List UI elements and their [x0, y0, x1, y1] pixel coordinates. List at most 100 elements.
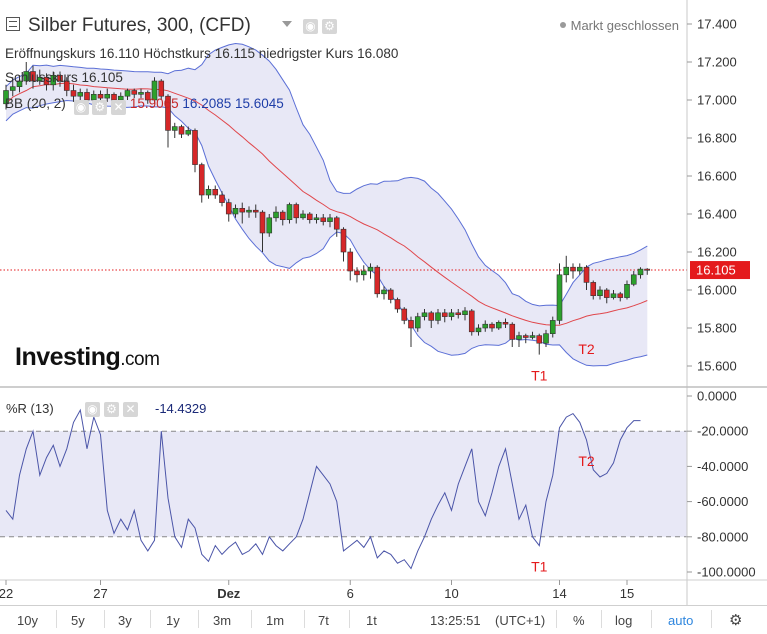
candle	[23, 62, 30, 85]
timezone-button[interactable]: (UTC+1)	[495, 613, 546, 628]
price-tick-label: 16.000	[697, 283, 737, 298]
candle	[549, 316, 556, 338]
candle-body	[360, 270, 367, 276]
bb-eye-icon[interactable]: ◉	[73, 100, 89, 115]
candle	[536, 333, 543, 355]
bb-lower-value: 15.6045	[235, 96, 284, 111]
candle-body	[239, 208, 246, 213]
wr-tick-label: -100.0000	[697, 565, 756, 580]
candle	[246, 206, 252, 218]
candle	[441, 309, 448, 323]
candle-body	[367, 266, 374, 272]
candle	[374, 265, 381, 298]
price-tick-label: 17.000	[697, 93, 737, 108]
close-value: 16.105	[81, 70, 123, 85]
eye-icon[interactable]: ◉	[303, 19, 318, 34]
bb-middle-line	[5, 82, 648, 326]
bb-gear-icon[interactable]: ⚙	[92, 100, 108, 115]
time-tick-label: 15	[620, 586, 634, 601]
candle-body	[421, 312, 428, 317]
candle-body	[36, 76, 43, 82]
candle	[313, 214, 320, 224]
candle-body	[286, 204, 293, 220]
wr-eye-icon[interactable]: ◉	[85, 402, 100, 417]
bb-middle-value: 15.9065	[129, 96, 179, 111]
candle-body	[340, 228, 347, 253]
divider	[304, 610, 305, 628]
williams-r-panel	[0, 408, 687, 570]
candle	[360, 265, 367, 281]
wr-tick-label: -80.0000	[697, 529, 748, 544]
wr-annotation: T2	[578, 453, 595, 469]
candle-body	[185, 130, 192, 135]
divider	[349, 610, 350, 628]
range-1m-button[interactable]: 1m	[266, 613, 285, 628]
candle-body	[138, 92, 144, 95]
candle	[367, 263, 374, 279]
candle	[70, 84, 77, 102]
range-7t-button[interactable]: 7t	[318, 613, 329, 628]
candle-body	[225, 202, 232, 215]
menu-icon[interactable]	[6, 17, 20, 31]
range-1t-button[interactable]: 1t	[366, 613, 377, 628]
candle-body	[63, 80, 70, 91]
candle	[43, 73, 50, 91]
price-axis: 17.400 17.200 17.000 16.800 16.600 16.400 16.2…	[687, 17, 750, 374]
candle-body	[165, 95, 171, 131]
wr-close-icon[interactable]: ✕	[123, 402, 138, 417]
candle	[617, 291, 624, 302]
log-toggle[interactable]: log	[615, 613, 633, 628]
candle-body	[43, 76, 50, 86]
range-1y-button[interactable]: 1y	[166, 613, 180, 628]
range-5y-button[interactable]: 5y	[71, 613, 85, 628]
percent-toggle[interactable]: %	[573, 613, 585, 628]
bb-close-icon[interactable]: ✕	[111, 100, 127, 115]
candle-body	[597, 289, 603, 296]
candle	[30, 65, 36, 89]
auto-toggle[interactable]: auto	[668, 613, 694, 628]
candle-body	[178, 126, 185, 135]
candle-body	[354, 270, 360, 276]
candle	[57, 71, 63, 87]
candle	[212, 185, 219, 199]
candle	[158, 79, 165, 100]
close-label: Schlusskurs	[5, 70, 78, 85]
last-price-badge-bg	[690, 261, 750, 280]
chart-title: Silber Futures, 300, (CFD)	[28, 15, 251, 36]
candle-body	[171, 126, 178, 131]
candle-body	[70, 90, 77, 97]
candle-body	[637, 268, 644, 276]
gear-icon[interactable]: ⚙	[322, 19, 337, 34]
market-status-text: Markt geschlossen	[570, 18, 679, 33]
candle-body	[516, 335, 522, 340]
price-tick-label: 16.600	[697, 169, 737, 184]
wr-gear-icon[interactable]: ⚙	[104, 402, 119, 417]
candle	[36, 69, 43, 85]
settings-gear-icon[interactable]: ⚙	[729, 612, 743, 629]
candle-body	[610, 293, 617, 298]
candle-body	[205, 189, 212, 196]
candle-body	[3, 90, 9, 105]
candle	[279, 210, 286, 226]
candle	[293, 202, 300, 224]
chevron-down-icon[interactable]	[282, 21, 292, 27]
candle-body	[77, 92, 84, 97]
candle	[529, 331, 536, 340]
divider	[150, 610, 151, 628]
candle-body	[435, 312, 441, 321]
candle-body	[313, 217, 320, 221]
range-3y-button[interactable]: 3y	[118, 613, 132, 628]
logo-suffix: .com	[120, 349, 160, 370]
candle	[306, 212, 313, 224]
ohl-line: Eröffnungskurs 16.110 Höchstkurs 16.115 …	[5, 46, 398, 61]
candle-body	[590, 282, 597, 296]
candle	[448, 309, 455, 321]
candle	[563, 255, 570, 283]
candle	[286, 202, 293, 224]
range-10y-button[interactable]: 10y	[17, 613, 38, 628]
price-tick-label: 15.800	[697, 321, 737, 336]
range-3m-button[interactable]: 3m	[213, 613, 232, 628]
candle-body	[266, 217, 273, 234]
candle-body	[374, 266, 381, 295]
